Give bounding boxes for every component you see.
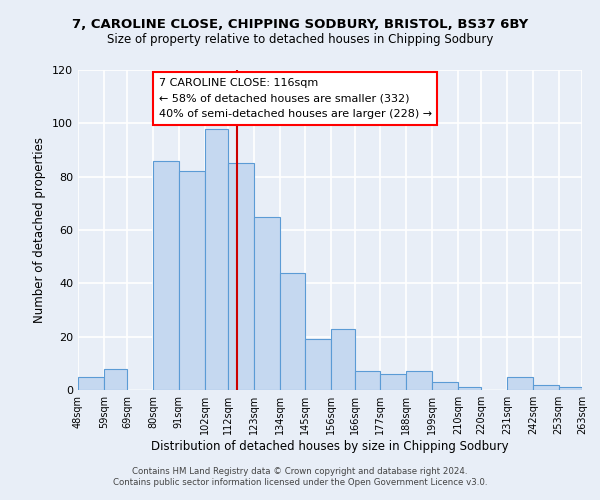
Text: Contains HM Land Registry data © Crown copyright and database right 2024.: Contains HM Land Registry data © Crown c… [132, 467, 468, 476]
Bar [228, 164, 254, 390]
Y-axis label: Number of detached properties: Number of detached properties [34, 137, 46, 323]
Bar [559, 388, 582, 390]
Bar [179, 172, 205, 390]
Text: Size of property relative to detached houses in Chipping Sodbury: Size of property relative to detached ho… [107, 32, 493, 46]
Bar [153, 160, 179, 390]
Bar [380, 374, 406, 390]
X-axis label: Distribution of detached houses by size in Chipping Sodbury: Distribution of detached houses by size … [151, 440, 509, 453]
Bar [458, 388, 481, 390]
Text: 7 CAROLINE CLOSE: 116sqm
← 58% of detached houses are smaller (332)
40% of semi-: 7 CAROLINE CLOSE: 116sqm ← 58% of detach… [158, 78, 432, 119]
Bar [254, 216, 280, 390]
Bar [406, 372, 432, 390]
Text: 7, CAROLINE CLOSE, CHIPPING SODBURY, BRISTOL, BS37 6BY: 7, CAROLINE CLOSE, CHIPPING SODBURY, BRI… [72, 18, 528, 30]
Bar [507, 376, 533, 390]
Bar [305, 340, 331, 390]
Bar [205, 128, 228, 390]
Bar [432, 382, 458, 390]
Bar [355, 372, 380, 390]
Bar [280, 272, 305, 390]
Bar [331, 328, 355, 390]
Bar [78, 376, 104, 390]
Text: Contains public sector information licensed under the Open Government Licence v3: Contains public sector information licen… [113, 478, 487, 487]
Bar [104, 368, 127, 390]
Bar [533, 384, 559, 390]
